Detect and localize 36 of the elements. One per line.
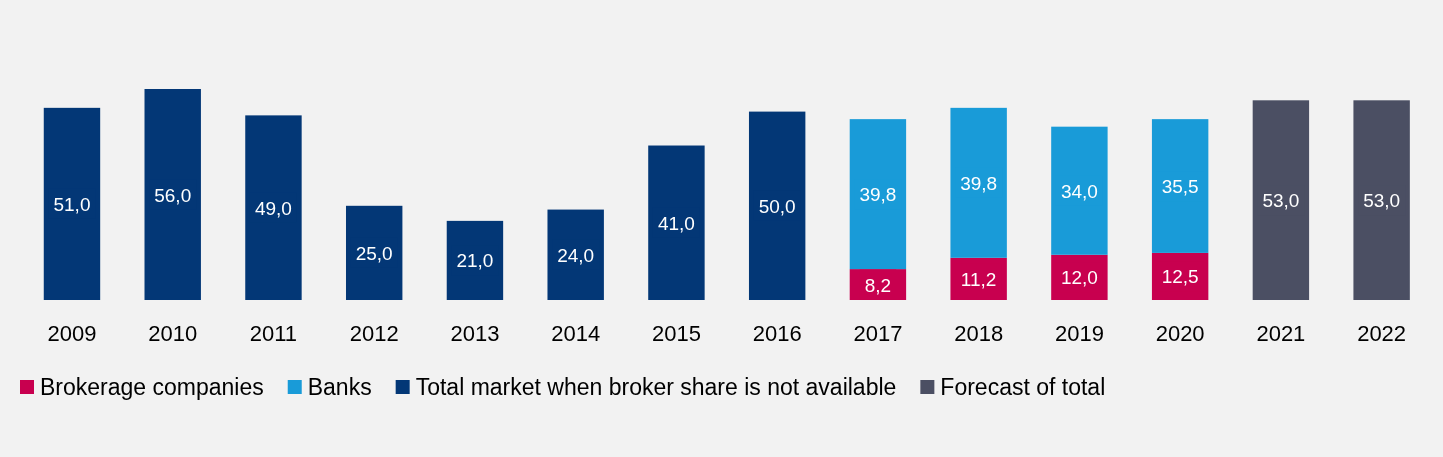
data-label: 51,0 [53,193,91,215]
x-tick-label: 2015 [651,321,701,346]
x-tick-label: 2018 [954,321,1004,346]
data-label: 21,0 [456,250,494,272]
data-label: 41,0 [657,212,695,234]
legend-label: Total market when broker share is not available [415,374,897,400]
data-label: 8,2 [864,274,892,296]
x-tick-label: 2010 [148,321,198,346]
x-tick-label: 2019 [1054,321,1104,346]
legend-label: Banks [307,374,372,400]
data-label: 49,0 [254,197,292,219]
x-tick-label: 2020 [1155,321,1205,346]
data-label: 34,0 [1060,180,1098,202]
data-label: 35,5 [1161,176,1199,198]
data-label: 50,0 [758,195,796,217]
x-tick-label: 2013 [450,321,500,346]
x-tick-label: 2016 [752,321,802,346]
x-tick-label: 2017 [853,321,903,346]
data-label: 39,8 [859,184,897,206]
data-label: 53,0 [1363,190,1401,212]
data-label: 24,0 [557,244,595,266]
data-label: 11,2 [960,268,997,290]
data-label: 56,0 [154,184,192,206]
x-tick-label: 2014 [551,321,601,346]
data-label: 25,0 [355,242,393,264]
data-label: 39,8 [960,172,998,194]
data-label: 53,0 [1262,190,1300,212]
x-tick-label: 2022 [1357,321,1407,346]
data-label: 12,5 [1161,266,1199,288]
x-tick-label: 2011 [249,321,298,346]
x-tick-label: 2009 [47,321,97,346]
data-label: 12,0 [1060,267,1098,289]
x-tick-label: 2021 [1256,321,1306,346]
legend-label: Brokerage companies [40,374,264,400]
x-tick-label: 2012 [349,321,399,346]
legend-label: Forecast of total [940,374,1106,400]
